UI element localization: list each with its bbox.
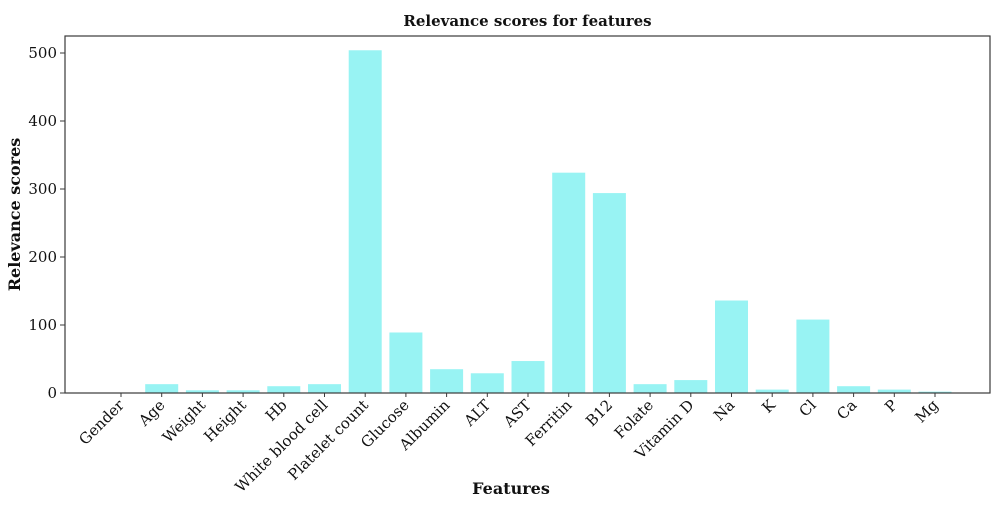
x-tick-label-ca: Ca: [833, 396, 860, 423]
bar-glucose: [389, 332, 423, 393]
bar-height: [226, 390, 260, 393]
y-tick-label: 300: [28, 180, 57, 198]
bar-cl: [796, 319, 830, 393]
x-tick-label-k: K: [758, 396, 779, 417]
x-tick-label-hb: Hb: [262, 396, 291, 425]
x-tick-label-na: Na: [710, 396, 738, 424]
x-tick-label-b12: B12: [582, 396, 616, 430]
bar-ast: [511, 361, 545, 393]
bar-white-blood-cell: [308, 384, 341, 393]
bar-weight: [185, 390, 219, 393]
x-tick-label-gender: Gender: [75, 396, 128, 449]
x-tick-label-cl: Cl: [795, 396, 819, 420]
plot-frame: [64, 35, 991, 394]
y-tick-label: 400: [28, 112, 57, 130]
y-axis-label: Relevance scores: [5, 138, 24, 292]
y-axis-ticks: 0 100 200 300 400 500: [28, 44, 65, 402]
y-tick-label: 100: [28, 316, 57, 334]
x-tick-label-ast: AST: [499, 396, 534, 431]
bars-group: [145, 50, 952, 393]
bar-hb: [267, 386, 301, 393]
bar-na: [715, 300, 748, 393]
bar-folate: [633, 384, 667, 393]
bar-alt: [470, 373, 504, 393]
y-tick-label: 200: [28, 248, 57, 266]
bar-mg: [918, 391, 952, 393]
x-tick-label-age: Age: [134, 396, 168, 430]
x-tick-label-p: P: [881, 396, 901, 416]
x-tick-label-mg: Mg: [911, 396, 942, 427]
x-axis-label: Features: [472, 479, 550, 498]
bar-k: [755, 389, 789, 393]
x-tick-label-height: Height: [200, 396, 250, 446]
chart-title: Relevance scores for features: [403, 12, 651, 30]
bar-vitamin-d: [674, 380, 708, 393]
bar-ferritin: [552, 172, 586, 393]
bar-ca: [837, 386, 871, 393]
bar-age: [145, 384, 179, 393]
bar-albumin: [430, 369, 464, 393]
x-tick-label-alt: ALT: [460, 396, 494, 430]
bar-p: [877, 389, 911, 393]
bar-b12: [592, 193, 626, 393]
x-tick-label-weight: Weight: [159, 396, 209, 446]
y-tick-label: 500: [28, 44, 57, 62]
bar-platelet-count: [348, 50, 382, 393]
y-tick-label: 0: [47, 384, 57, 402]
